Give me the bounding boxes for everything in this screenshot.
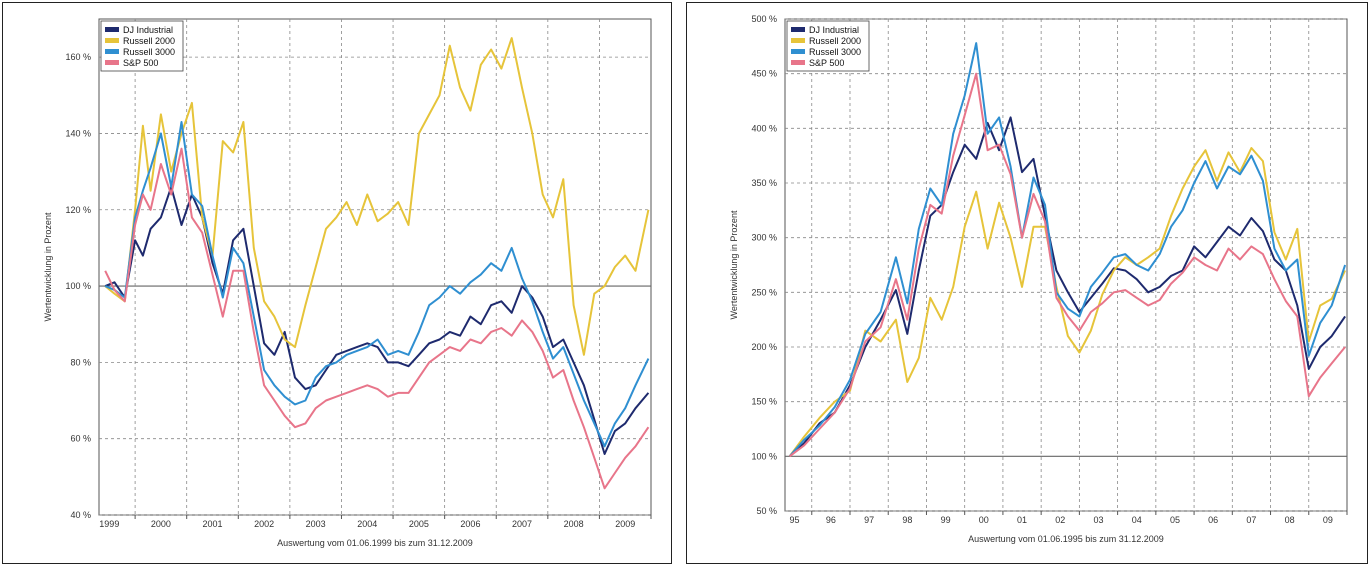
chart1-xtick-label: 95 (790, 515, 800, 525)
chart0-legend-label: Russell 3000 (123, 47, 175, 57)
chart1-series-line-2 (788, 42, 1347, 457)
chart1-xtick-label: 06 (1208, 515, 1218, 525)
chart0-ytick-label: 120 % (65, 205, 91, 215)
chart1-xtick-label: 00 (979, 515, 989, 525)
chart0-ytick-label: 160 % (65, 52, 91, 62)
chart1-series-line-0 (788, 116, 1346, 458)
chart0-xtick-label: 2006 (460, 519, 480, 529)
chart-panel-left: 40 % 60 % 80 % 100 % 120 % 140 % 160 % 1999 2000… (2, 2, 672, 564)
chart1-xtick-label: 04 (1132, 515, 1142, 525)
chart1-xtick-label: 05 (1170, 515, 1180, 525)
chart1-ytick-label: 350 % (751, 178, 777, 188)
chart1-legend-swatch (791, 49, 805, 54)
chart0-yaxis-title: Wertentwicklung in Prozent (43, 212, 53, 321)
chart1-xtick-label: 02 (1055, 515, 1065, 525)
chart1-legend-label: DJ Industrial (809, 25, 859, 35)
chart1-yaxis-title: Wertentwicklung in Prozent (729, 210, 739, 319)
chart1-ytick-label: 450 % (751, 69, 777, 79)
chart0-series-line-3 (104, 147, 650, 490)
chart1-legend-swatch (791, 27, 805, 32)
chart0-ytick-label: 60 % (70, 434, 91, 444)
chart0-series-line-2 (104, 121, 650, 448)
chart1-legend-label: Russell 3000 (809, 47, 861, 57)
chart1-xtick-label: 96 (826, 515, 836, 525)
chart0-xtick-label: 2004 (357, 519, 377, 529)
chart0-xtick-label: 2007 (512, 519, 532, 529)
chart1-ytick-label: 500 % (751, 14, 777, 24)
chart1-legend-swatch (791, 60, 805, 65)
chart1-xtick-label: 97 (864, 515, 874, 525)
chart0-legend-label: DJ Industrial (123, 25, 173, 35)
chart0-legend-label: S&P 500 (123, 58, 158, 68)
chart0-legend-swatch (105, 38, 119, 43)
chart0-xaxis-title: Auswertung vom 01.06.1999 bis zum 31.12.… (277, 538, 473, 548)
chart1-legend-swatch (791, 38, 805, 43)
chart0-legend-label: Russell 2000 (123, 36, 175, 46)
chart1-xtick-label: 09 (1323, 515, 1333, 525)
chart1-xtick-label: 99 (941, 515, 951, 525)
chart1-ytick-label: 50 % (756, 506, 777, 516)
chart1-xtick-label: 07 (1246, 515, 1256, 525)
chart-left-svg: 40 % 60 % 80 % 100 % 120 % 140 % 160 % 1999 2000… (43, 18, 652, 548)
chart0-legend-swatch (105, 49, 119, 54)
chart1-xtick-label: 08 (1285, 515, 1295, 525)
chart1-xtick-label: 01 (1017, 515, 1027, 525)
chart0-legend-swatch (105, 27, 119, 32)
chart0-xtick-label: 1999 (99, 519, 119, 529)
chart1-xaxis-title: Auswertung vom 01.06.1995 bis zum 31.12.… (968, 534, 1164, 544)
chart0-legend-swatch (105, 60, 119, 65)
chart0-xtick-label: 2009 (615, 519, 635, 529)
chart0-ytick-label: 40 % (70, 510, 91, 520)
chart0-ytick-label: 100 % (65, 281, 91, 291)
chart1-ytick-label: 400 % (751, 123, 777, 133)
chart1-ytick-label: 150 % (751, 397, 777, 407)
chart0-xtick-label: 2008 (564, 519, 584, 529)
chart0-xtick-label: 2002 (254, 519, 274, 529)
chart1-legend-label: S&P 500 (809, 58, 844, 68)
chart1-ytick-label: 100 % (751, 451, 777, 461)
chart0-series-line-1 (104, 37, 650, 356)
chart1-series-line-3 (788, 72, 1346, 458)
chart1-ytick-label: 200 % (751, 342, 777, 352)
chart0-xtick-label: 2001 (202, 519, 222, 529)
chart1-ytick-label: 250 % (751, 287, 777, 297)
chart1-xtick-label: 03 (1093, 515, 1103, 525)
chart1-legend-label: Russell 2000 (809, 36, 861, 46)
chart0-xtick-label: 2003 (306, 519, 326, 529)
chart1-xtick-label: 98 (902, 515, 912, 525)
chart0-ytick-label: 140 % (65, 128, 91, 138)
chart0-plot-area (98, 18, 652, 516)
chart1-plot-area (784, 18, 1348, 512)
chart0-xtick-label: 2005 (409, 519, 429, 529)
chart-right-svg: 50 % 100 % 150 % 200 % 250 % 300 % 350 % 400 % 4… (729, 14, 1348, 544)
chart0-ytick-label: 80 % (70, 357, 91, 367)
chart-panel-right: 50 % 100 % 150 % 200 % 250 % 300 % 350 % 400 % 4… (686, 2, 1368, 564)
chart0-xtick-label: 2000 (151, 519, 171, 529)
chart1-ytick-label: 300 % (751, 233, 777, 243)
chart1-series-line-1 (788, 147, 1347, 457)
